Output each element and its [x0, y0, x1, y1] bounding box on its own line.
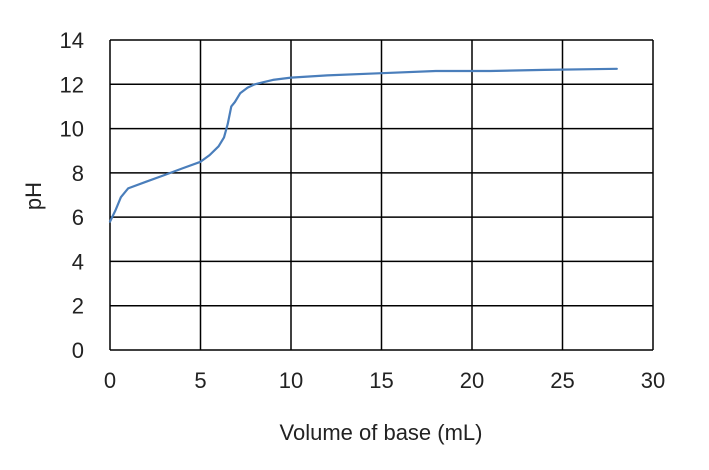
y-tick-label: 14	[60, 28, 84, 53]
x-tick-label: 0	[104, 368, 116, 393]
x-tick-label: 5	[194, 368, 206, 393]
y-axis-label: pH	[21, 182, 46, 210]
y-tick-label: 0	[72, 338, 84, 363]
x-axis-label: Volume of base (mL)	[280, 420, 483, 445]
x-tick-label: 15	[369, 368, 393, 393]
x-tick-label: 20	[460, 368, 484, 393]
x-tick-labels: 0 5 10 15 20 25 30	[104, 368, 665, 393]
y-tick-label: 12	[60, 72, 84, 97]
y-tick-labels: 0 2 4 6 8 10 12 14	[60, 28, 84, 363]
y-tick-label: 6	[72, 205, 84, 230]
series-layer	[108, 67, 618, 223]
ph-curve-line	[108, 67, 618, 223]
y-tick-label: 10	[60, 117, 84, 142]
y-tick-label: 2	[72, 294, 84, 319]
x-tick-label: 10	[279, 368, 303, 393]
y-tick-label: 4	[72, 249, 84, 274]
y-tick-label: 8	[72, 161, 84, 186]
x-tick-label: 30	[641, 368, 665, 393]
x-tick-label: 25	[550, 368, 574, 393]
plot-grid	[109, 39, 654, 351]
